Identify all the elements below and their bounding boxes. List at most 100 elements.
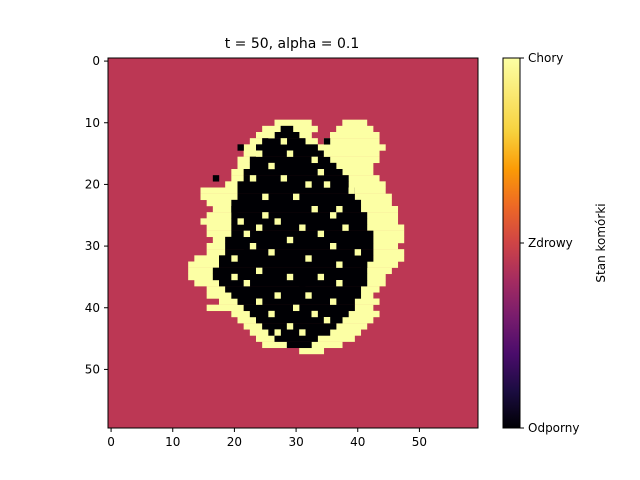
heatmap-cell-sick — [231, 273, 238, 281]
heatmap-cell-resistant — [225, 243, 374, 250]
heatmap-cell-sick — [354, 249, 362, 256]
y-tick-label: 20 — [85, 177, 100, 191]
heatmap-cell-sick — [286, 323, 294, 330]
heatmap-cell-sick — [305, 292, 312, 299]
heatmap-cell-sick — [293, 125, 318, 133]
heatmap-cell-resistant — [243, 175, 349, 182]
heatmap-cell-sick — [342, 224, 349, 231]
y-axis: 0 10 20 30 40 50 — [85, 54, 108, 376]
y-tick-label: 0 — [92, 54, 100, 68]
heatmap-cell-sick — [206, 224, 232, 231]
heatmap-cell-sick — [342, 119, 368, 127]
heatmap-cell-sick — [206, 199, 232, 207]
heatmap-cell-sick — [317, 335, 355, 342]
heatmap-cell-sick — [249, 175, 257, 182]
heatmap-cell-sick — [311, 206, 318, 213]
heatmap-cell-sick — [336, 280, 343, 287]
heatmap-cell-sick — [373, 236, 405, 244]
heatmap-cell-sick — [336, 206, 343, 213]
colorbar-gradient — [502, 57, 521, 429]
heatmap-cell-sick — [317, 273, 325, 281]
x-axis: 0 10 20 30 40 50 — [107, 428, 427, 449]
heatmap-cell-sick — [367, 261, 399, 268]
heatmap-cell-sick — [194, 280, 220, 287]
heatmap-cell-sick — [348, 187, 355, 194]
heatmap-cell-sick — [336, 261, 343, 268]
heatmap-cell-sick — [299, 329, 306, 336]
heatmap-cell-sick — [206, 230, 232, 238]
y-tick-label: 30 — [85, 239, 100, 253]
heatmap-cells — [188, 119, 405, 355]
heatmap-cell-sick — [280, 175, 288, 182]
heatmap-cell-sick — [212, 236, 226, 244]
heatmap-cell-sick — [256, 132, 275, 139]
heatmap-cell-sick — [256, 267, 263, 275]
heatmap-cell-resistant — [231, 218, 368, 225]
heatmap-cell-sick — [323, 317, 331, 324]
heatmap-cell-sick — [354, 298, 380, 305]
x-tick-label: 40 — [350, 435, 365, 449]
heatmap-cell-sick — [243, 144, 257, 151]
heatmap-cell-sick — [237, 162, 251, 170]
chart-title: t = 50, alpha = 0.1 — [225, 36, 360, 52]
heatmap-cell-sick — [286, 273, 294, 281]
heatmap-cell-sick — [293, 193, 300, 201]
heatmap-cell-sick — [280, 138, 288, 145]
heatmap-cell-sick — [188, 267, 214, 275]
heatmap-cell-resistant — [256, 317, 343, 324]
heatmap-cell-sick — [323, 150, 380, 157]
heatmap-cell-sick — [237, 218, 244, 225]
heatmap-cell-resistant — [231, 206, 238, 213]
heatmap-cell-resistant — [237, 181, 349, 188]
heatmap-cell-sick — [268, 310, 275, 318]
heatmap-cell-resistant — [249, 156, 331, 164]
heatmap-cell-sick — [243, 230, 251, 238]
heatmap-cell-sick — [188, 273, 214, 281]
heatmap-cell-sick — [336, 162, 374, 170]
heatmap-cell-resistant — [262, 323, 337, 330]
heatmap-cell-sick — [268, 162, 275, 170]
heatmap-cell-resistant — [237, 187, 355, 194]
heatmap-cell-sick — [249, 243, 257, 250]
heatmap-cell-sick — [360, 286, 380, 293]
heatmap-cell-sick — [305, 138, 318, 145]
heatmap-cell-sick — [237, 156, 251, 164]
heatmap-cell-sick — [262, 341, 288, 349]
heatmap-cell-sick — [206, 286, 226, 293]
heatmap-cell-sick — [305, 132, 312, 139]
heatmap-cell-sick — [206, 304, 244, 312]
heatmap-cell-sick — [243, 323, 263, 330]
heatmap-cell-sick — [268, 132, 275, 139]
heatmap-cell-resistant — [286, 310, 294, 318]
heatmap-cell-resistant — [280, 125, 294, 133]
heatmap-cell-sick — [348, 181, 386, 188]
heatmap-cell-sick — [305, 255, 312, 262]
heatmap-cell-resistant — [237, 144, 244, 151]
heatmap-cell-sick — [367, 273, 386, 281]
heatmap-cell-sick — [367, 224, 405, 231]
heatmap-cell-resistant — [256, 144, 318, 151]
heatmap-cell-sick — [274, 292, 281, 299]
heatmap-cell-sick — [330, 212, 337, 219]
heatmap-cell-sick — [311, 310, 318, 318]
heatmap-cell-sick — [330, 298, 337, 305]
heatmap-cell-sick — [188, 261, 220, 268]
heatmap-cell-sick — [373, 243, 399, 250]
heatmap-cell-resistant — [225, 236, 374, 244]
heatmap-cell-sick — [342, 169, 374, 176]
heatmap-cell-sick — [206, 243, 226, 250]
heatmap-cell-resistant — [212, 175, 220, 182]
colorbar-tick-label: Odporny — [528, 421, 579, 435]
heatmap-cell-resistant — [219, 255, 374, 262]
heatmap-cell-sick — [373, 230, 405, 238]
heatmap-cell-sick — [200, 218, 232, 225]
heatmap-cell-sick — [237, 317, 257, 324]
heatmap-cell-sick — [299, 224, 306, 231]
heatmap-cell-sick — [311, 341, 343, 349]
x-tick-label: 30 — [288, 435, 303, 449]
heatmap-cell-sick — [274, 119, 312, 127]
x-tick-label: 10 — [165, 435, 180, 449]
heatmap-cell-sick — [354, 304, 374, 312]
heatmap-cell-sick — [256, 224, 263, 231]
